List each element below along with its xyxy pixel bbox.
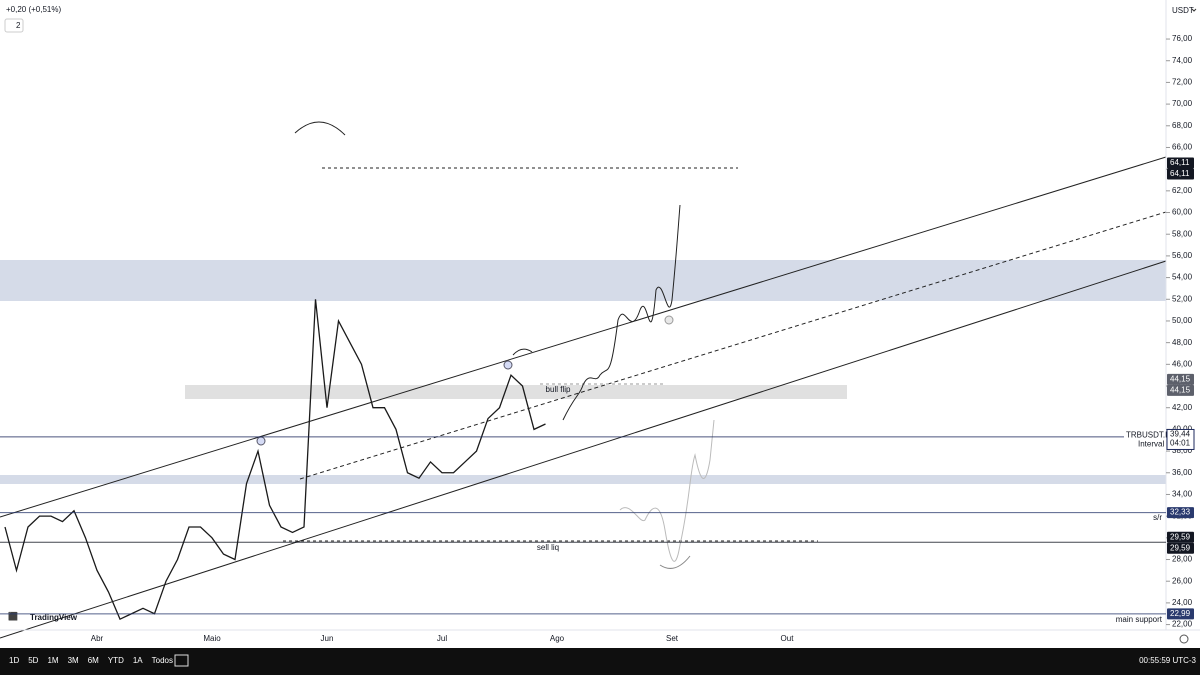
calendar-icon[interactable]	[174, 654, 189, 667]
y-tick-label: 68,00	[1172, 121, 1193, 130]
channel	[0, 121, 1167, 639]
logo: ⬛	[8, 611, 18, 621]
symbol-price-box	[1166, 428, 1195, 450]
y-tick-label: 28,00	[1172, 555, 1193, 564]
flag-zone	[185, 385, 847, 399]
price-label: 29,59	[1170, 543, 1191, 552]
price-label: 22,99	[1170, 609, 1191, 618]
range-button[interactable]: 1A	[133, 656, 143, 665]
marker	[503, 360, 513, 370]
price-label-box	[1167, 542, 1194, 554]
y-tick-label: 26,00	[1172, 576, 1193, 585]
price-change: +0,20 (+0,51%)	[6, 5, 61, 14]
clock: 00:55:59 UTC-3	[1139, 656, 1196, 665]
symbol-name: TRBUSDT.P	[1126, 431, 1170, 440]
y-tick-label: 34,00	[1172, 490, 1193, 499]
projection-alt	[619, 419, 715, 562]
x-tick-label: Jun	[321, 634, 334, 643]
price-label-box	[1167, 168, 1194, 180]
price-label-box	[1167, 531, 1194, 543]
y-tick-label: 22,00	[1172, 620, 1193, 629]
y-tick-label: 50,00	[1172, 316, 1193, 325]
y-tick-label: 72,00	[1172, 78, 1193, 87]
y-tick-label: 60,00	[1172, 208, 1193, 217]
range-button[interactable]: 1D	[9, 656, 19, 665]
settings-icon[interactable]	[1179, 634, 1189, 644]
y-tick-label: 48,00	[1172, 338, 1193, 347]
y-tick-label: 58,00	[1172, 229, 1193, 238]
y-tick-label: 56,00	[1172, 251, 1193, 260]
y-tick-label: 24,00	[1172, 598, 1193, 607]
x-tick-label: Jul	[437, 634, 447, 643]
symbol-sub: Interval	[1138, 440, 1164, 449]
y-tick-label: 74,00	[1172, 56, 1193, 65]
price-label-box	[1167, 157, 1194, 169]
range-button[interactable]: 3M	[68, 656, 79, 665]
badge[interactable]	[4, 18, 24, 33]
price-label: 64,11	[1170, 169, 1190, 178]
price-label-box	[1167, 608, 1194, 620]
price-label: 64,11	[1170, 158, 1190, 167]
brand: TradingView	[30, 613, 78, 622]
range-button[interactable]: Todos	[152, 656, 173, 665]
marker	[664, 315, 674, 325]
channel-top	[0, 156, 1167, 518]
range-button[interactable]: 5D	[28, 656, 38, 665]
symbol-box	[1124, 429, 1166, 452]
currency[interactable]: USDT	[1172, 6, 1194, 15]
y-tick-label: 66,00	[1172, 143, 1193, 152]
range-button[interactable]: 6M	[88, 656, 99, 665]
price-label: 32,33	[1170, 508, 1191, 517]
y-tick-label: 36,00	[1172, 468, 1193, 477]
toolbar	[0, 648, 1200, 675]
annotation: s/r	[1153, 513, 1162, 522]
symbol-countdown: 04:01	[1170, 439, 1191, 448]
y-tick-label: 42,00	[1172, 403, 1193, 412]
price-label-box	[1167, 373, 1194, 385]
projection-up	[562, 204, 681, 421]
annotation: sell liq	[537, 543, 559, 552]
projection-bounce	[659, 555, 691, 569]
marker	[256, 436, 266, 446]
symbol-price: 39,44	[1170, 430, 1191, 439]
range-button[interactable]: 1M	[47, 656, 58, 665]
channel-bottom	[0, 260, 1167, 639]
y-tick-label: 62,00	[1172, 186, 1193, 195]
badge-text: 2	[16, 21, 21, 30]
y-tick-label: 52,00	[1172, 294, 1193, 303]
demand-zone	[0, 475, 1166, 484]
x-tick-label: Out	[781, 634, 795, 643]
price-label: 44,15	[1170, 386, 1191, 395]
x-tick-label: Set	[666, 634, 679, 643]
y-tick-label: 76,00	[1172, 34, 1193, 43]
supply-zone	[0, 260, 1166, 301]
x-tick-label: Maio	[203, 634, 221, 643]
price-label-box	[1167, 384, 1194, 396]
price-label-box	[1167, 507, 1194, 519]
range-button[interactable]: YTD	[108, 656, 124, 665]
annotation: bull flip	[546, 385, 571, 394]
y-tick-label: 38,00	[1172, 446, 1193, 455]
y-tick-label: 54,00	[1172, 273, 1193, 282]
y-tick-label: 46,00	[1172, 359, 1193, 368]
channel-mid	[299, 211, 1167, 480]
x-tick-label: Abr	[91, 634, 104, 643]
price-line	[4, 299, 546, 621]
price-label: 44,15	[1170, 375, 1191, 384]
y-tick-label: 70,00	[1172, 99, 1193, 108]
small-arrow	[512, 348, 533, 356]
price-label: 29,59	[1170, 532, 1191, 541]
annotation: main support	[1116, 615, 1163, 624]
top-arrow	[294, 121, 346, 136]
chevron	[1191, 8, 1197, 12]
x-tick-label: Ago	[550, 634, 565, 643]
